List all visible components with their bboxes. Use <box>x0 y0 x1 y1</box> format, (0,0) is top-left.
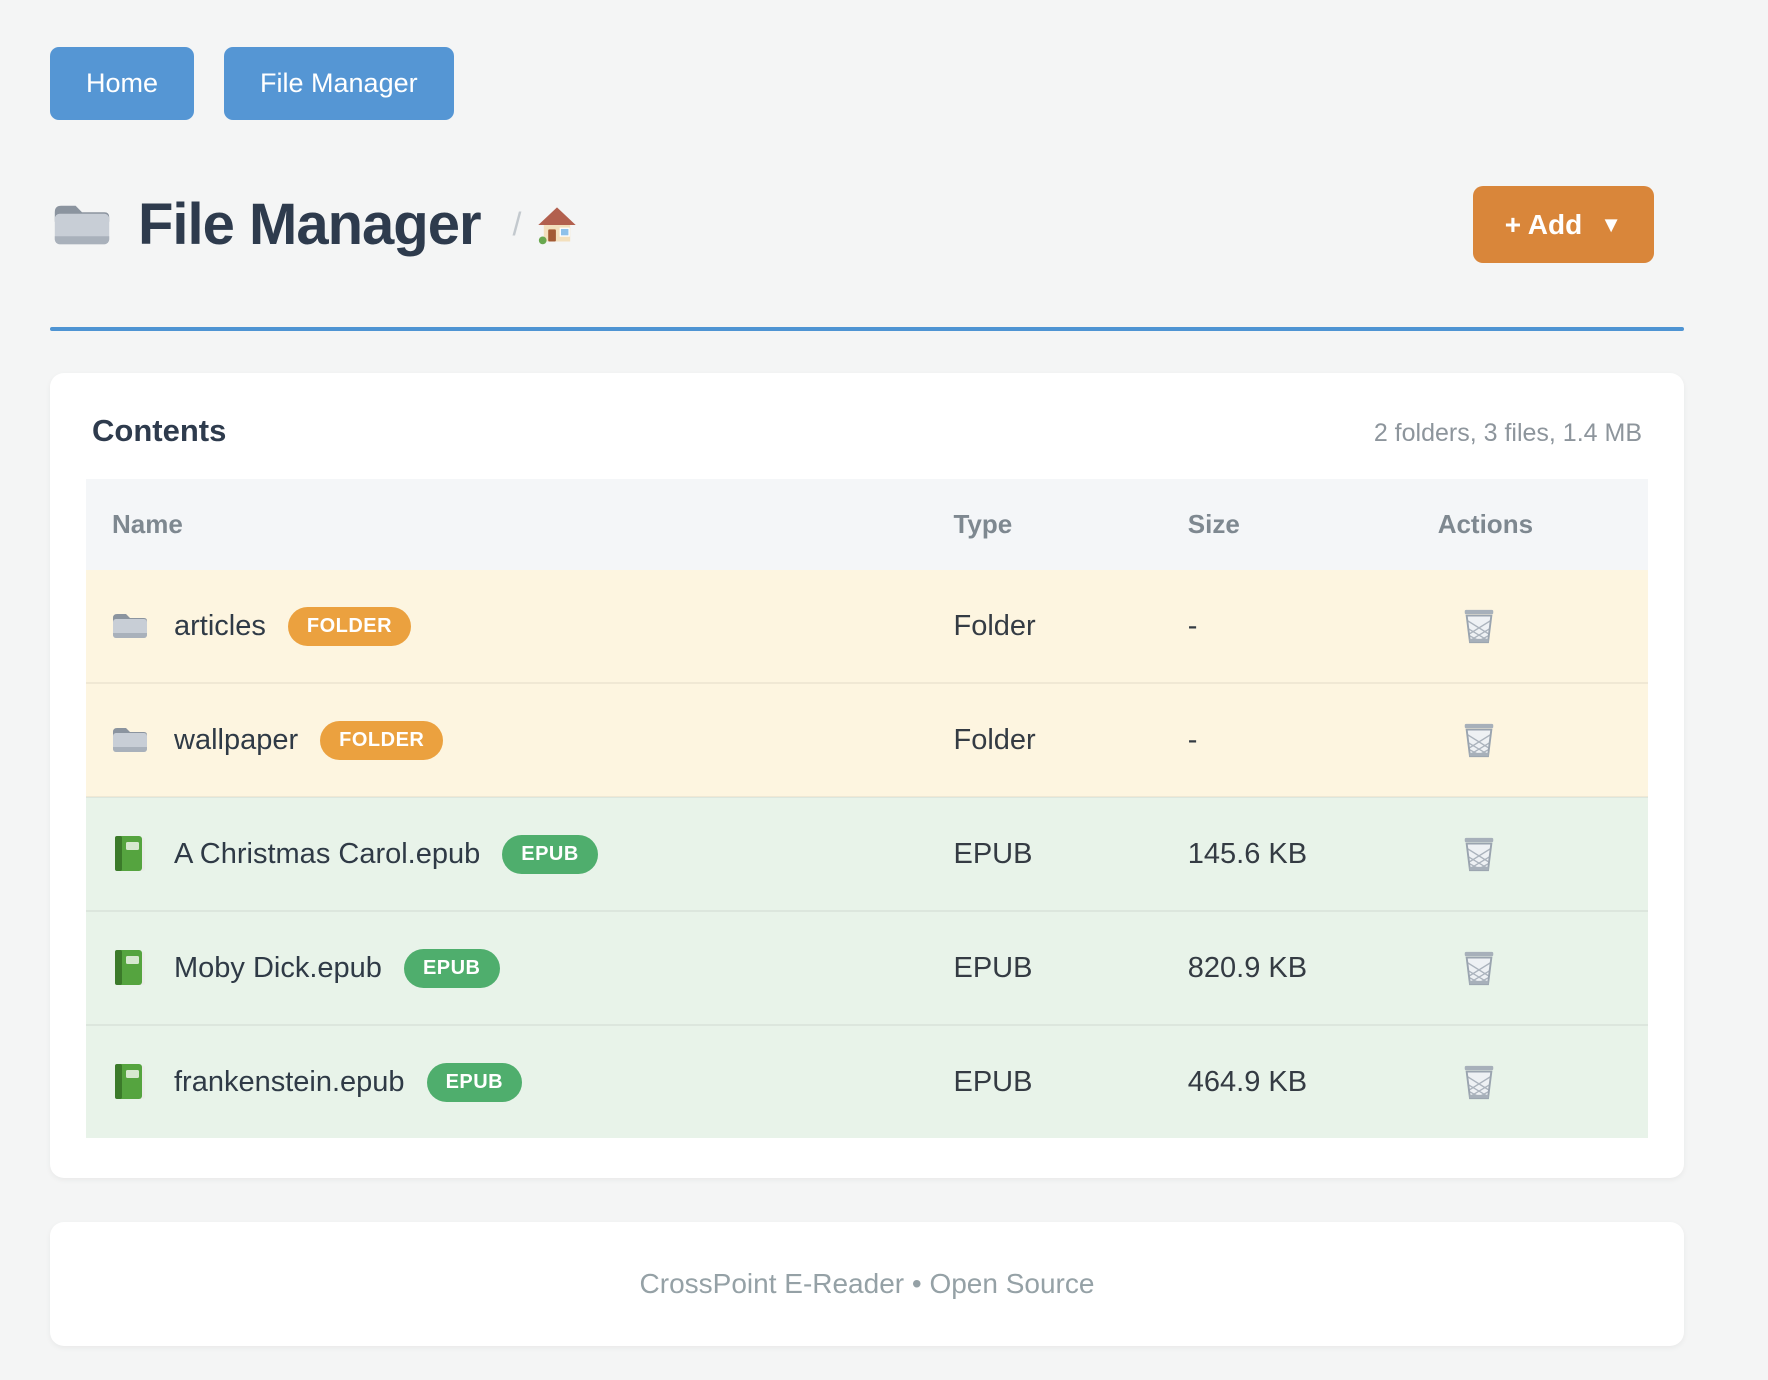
add-button-label: + Add <box>1504 208 1583 240</box>
type-badge: EPUB <box>426 1062 523 1102</box>
trash-icon <box>1460 607 1498 645</box>
nav-home-button[interactable]: Home <box>50 47 195 120</box>
type-badge: FOLDER <box>287 606 412 646</box>
type-cell: Folder <box>929 570 1164 683</box>
table-row[interactable]: articles FOLDER Folder - <box>86 570 1648 683</box>
file-name[interactable]: Moby Dick.epub <box>174 951 382 984</box>
column-header-type: Type <box>929 479 1164 570</box>
delete-button[interactable] <box>1460 721 1498 759</box>
type-badge: EPUB <box>403 948 500 988</box>
type-badge: EPUB <box>502 834 598 874</box>
table-row[interactable]: frankenstein.epub EPUB EPUB 464.9 KB <box>86 1024 1648 1138</box>
home-icon[interactable] <box>535 203 579 247</box>
trash-icon <box>1460 1063 1498 1101</box>
size-cell: - <box>1163 570 1414 683</box>
size-cell: 145.6 KB <box>1163 796 1414 911</box>
folder-icon <box>110 720 150 760</box>
green-book-icon <box>110 948 150 988</box>
nav-file-manager-button[interactable]: File Manager <box>224 47 454 120</box>
folder-icon <box>50 193 114 257</box>
breadcrumb-separator: / <box>512 206 522 242</box>
page: Home File Manager File Manager / + Add ▼… <box>50 0 1684 1346</box>
delete-button[interactable] <box>1460 1063 1498 1101</box>
delete-button[interactable] <box>1460 835 1498 873</box>
table-row[interactable]: Moby Dick.epub EPUB EPUB 820.9 KB <box>86 910 1648 1025</box>
table-row[interactable]: A Christmas Carol.epub EPUB EPUB 145.6 K… <box>86 796 1648 911</box>
size-cell: - <box>1163 682 1414 797</box>
table-row[interactable]: wallpaper FOLDER Folder - <box>86 682 1648 797</box>
top-nav: Home File Manager <box>50 47 1684 120</box>
table-body: articles FOLDER Folder - wallpaper FOLDE… <box>86 570 1648 1138</box>
contents-summary: 2 folders, 3 files, 1.4 MB <box>1373 419 1642 447</box>
page-header: File Manager / + Add ▼ <box>50 186 1684 263</box>
delete-button[interactable] <box>1460 607 1498 645</box>
footer: CrossPoint E-Reader • Open Source <box>50 1222 1684 1346</box>
files-table: Name Type Size Actions articles FOLDER F… <box>86 479 1648 1138</box>
contents-card-header: Contents 2 folders, 3 files, 1.4 MB <box>86 413 1648 479</box>
footer-text: CrossPoint E-Reader • Open Source <box>639 1268 1095 1299</box>
contents-card: Contents 2 folders, 3 files, 1.4 MB Name… <box>50 373 1684 1178</box>
size-cell: 464.9 KB <box>1163 1024 1414 1138</box>
type-cell: EPUB <box>929 1024 1164 1138</box>
chevron-down-icon: ▼ <box>1600 211 1622 237</box>
file-name[interactable]: wallpaper <box>174 723 299 756</box>
column-header-size: Size <box>1163 479 1414 570</box>
green-book-icon <box>110 1062 150 1102</box>
contents-heading: Contents <box>92 413 227 448</box>
delete-button[interactable] <box>1460 949 1498 987</box>
type-cell: EPUB <box>929 910 1164 1025</box>
table-header-row: Name Type Size Actions <box>86 479 1648 570</box>
trash-icon <box>1460 721 1498 759</box>
file-name[interactable]: frankenstein.epub <box>174 1065 405 1098</box>
folder-icon <box>110 606 150 646</box>
trash-icon <box>1460 949 1498 987</box>
file-name[interactable]: A Christmas Carol.epub <box>174 837 481 870</box>
column-header-name: Name <box>86 479 930 570</box>
type-cell: EPUB <box>929 796 1164 911</box>
trash-icon <box>1460 835 1498 873</box>
type-cell: Folder <box>929 682 1164 797</box>
title-divider <box>50 327 1684 331</box>
type-badge: FOLDER <box>320 720 444 760</box>
size-cell: 820.9 KB <box>1163 910 1414 1025</box>
file-name[interactable]: articles <box>174 609 266 642</box>
column-header-actions: Actions <box>1413 479 1648 570</box>
page-title: File Manager <box>138 192 482 257</box>
green-book-icon <box>110 834 150 874</box>
add-button[interactable]: + Add ▼ <box>1472 186 1654 263</box>
